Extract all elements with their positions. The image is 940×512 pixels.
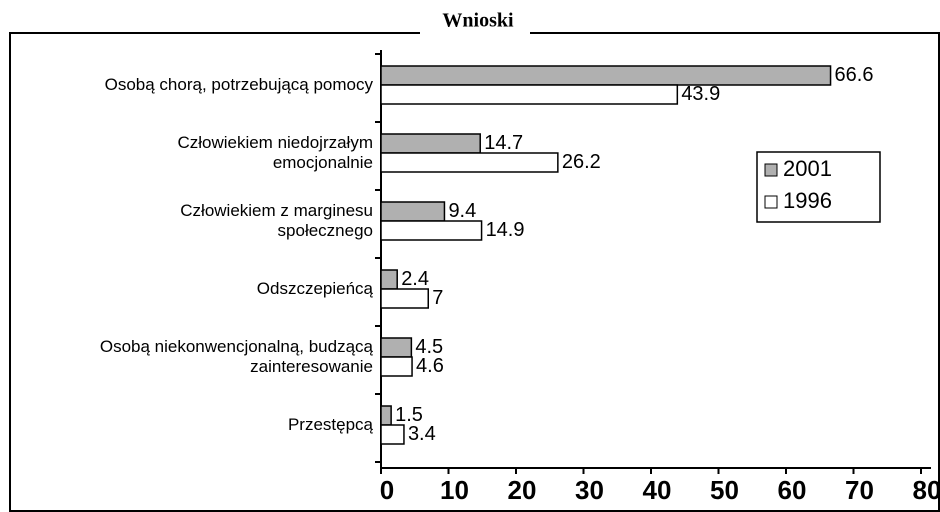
value-label: 7 xyxy=(432,287,443,309)
bar xyxy=(380,269,398,290)
category-label: Człowiekiem niedojrzałym emocjonalnie xyxy=(177,133,373,172)
category-label: Przestępcą xyxy=(287,415,373,434)
value-label: 66.6 xyxy=(835,64,874,86)
bar xyxy=(380,201,446,222)
title-bg xyxy=(420,8,530,34)
category-label: Odszczepieńcą xyxy=(256,279,373,298)
value-label: 14.7 xyxy=(484,132,523,154)
x-tick-label: 30 xyxy=(575,475,604,505)
x-tick-label: 10 xyxy=(440,475,469,505)
value-label: 43.9 xyxy=(681,83,720,105)
x-tick-label: 40 xyxy=(643,475,672,505)
bar xyxy=(380,337,413,358)
legend-label: 1996 xyxy=(783,188,832,213)
bar xyxy=(380,288,429,309)
value-label: 3.4 xyxy=(408,423,436,445)
bar xyxy=(380,405,392,426)
value-label: 26.2 xyxy=(562,151,601,173)
x-tick-label: 60 xyxy=(778,475,807,505)
value-label: 2.4 xyxy=(401,268,429,290)
value-label: 9.4 xyxy=(448,200,476,222)
value-label: 4.5 xyxy=(415,336,443,358)
bar xyxy=(380,84,679,105)
value-label: 1.5 xyxy=(395,404,423,426)
category-label: Człowiekiem z marginesu społecznego xyxy=(180,201,373,240)
value-label: 14.9 xyxy=(486,219,525,241)
x-tick-label: 70 xyxy=(845,475,874,505)
bar xyxy=(380,424,405,445)
bar xyxy=(380,65,832,86)
legend-label: 2001 xyxy=(783,156,832,181)
bar xyxy=(380,152,559,173)
x-tick-label: 20 xyxy=(508,475,537,505)
bar xyxy=(380,133,481,154)
bar xyxy=(380,220,483,241)
legend-swatch xyxy=(764,195,778,209)
value-label: 4.6 xyxy=(416,355,444,377)
x-tick-label: 0 xyxy=(380,475,394,505)
bar xyxy=(380,356,413,377)
x-tick-label: 50 xyxy=(710,475,739,505)
category-label: Osobą niekonwencjonalną, budzącą zainter… xyxy=(99,337,373,376)
legend-swatch xyxy=(764,163,778,177)
chart-title: Wnioski xyxy=(442,10,514,32)
x-tick-label: 80 xyxy=(913,475,940,505)
category-label: Osobą chorą, potrzebującą pomocy xyxy=(104,75,373,94)
